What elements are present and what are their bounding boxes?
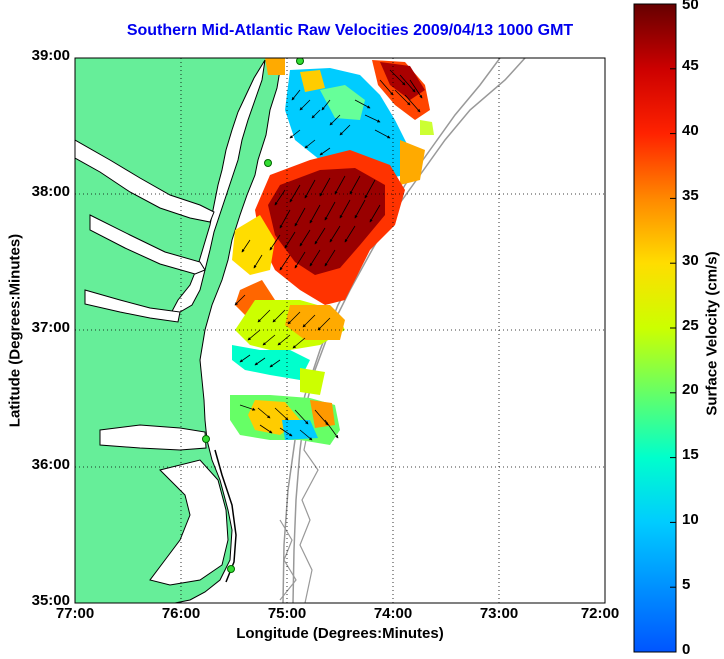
lon-tick-label: 73:00: [479, 605, 519, 622]
velocity-field: [230, 58, 434, 445]
lon-tick-label: 74:00: [373, 605, 413, 622]
colorbar-tick-label: 40: [682, 122, 699, 139]
colorbar-tick-label: 45: [682, 57, 699, 74]
colorbar-tick-label: 20: [682, 381, 699, 398]
colorbar-tick-label: 35: [682, 187, 699, 204]
grid-lines: [75, 58, 605, 603]
barrier-islands: [214, 449, 237, 583]
potomac-river: [75, 139, 215, 223]
lon-tick-label: 72:00: [580, 605, 620, 622]
radar-stations: [202, 58, 304, 573]
colorbar-tick-label: 30: [682, 252, 699, 269]
map-title: Southern Mid-Atlantic Raw Velocities 200…: [126, 22, 574, 39]
lat-tick-label: 35:00: [31, 592, 70, 609]
colorbar-tick-label: 0: [682, 641, 691, 658]
colorbar-tick-label: 15: [682, 446, 699, 463]
lat-tick-label: 39:00: [31, 47, 70, 64]
colorbar-tick-label: 25: [682, 317, 699, 334]
land-mass: [75, 58, 281, 603]
lat-tick-label: 37:00: [31, 319, 70, 336]
james-river: [84, 289, 181, 323]
colorbar-tick-label: 10: [682, 511, 699, 528]
rappahannock-river: [89, 214, 206, 275]
colorbar-tick-label: 50: [682, 0, 699, 13]
lon-tick-label: 77:00: [55, 605, 95, 622]
lat-tick-label: 38:00: [31, 183, 70, 200]
bathymetry-contour: [279, 519, 297, 601]
lon-tick-label: 75:00: [267, 605, 307, 622]
colorbar-tick-label: 5: [682, 576, 691, 593]
colorbar-ticks: [670, 3, 676, 653]
lat-tick-label: 36:00: [31, 456, 70, 473]
velocity-vectors: [234, 69, 423, 441]
pamlico-sound: [149, 459, 229, 586]
lon-tick-label: 76:00: [161, 605, 201, 622]
map-border: [74, 57, 606, 604]
albemarle-sound: [99, 424, 207, 451]
colorbar: [633, 3, 677, 653]
x-axis-label: Longitude (Degrees:Minutes): [236, 625, 444, 642]
